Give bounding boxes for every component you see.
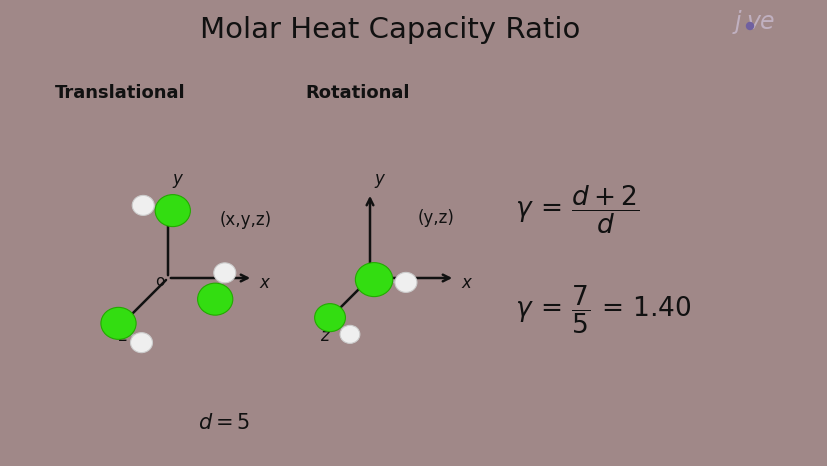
- Text: z: z: [320, 327, 328, 345]
- Text: x: x: [259, 274, 269, 292]
- Text: Rotational: Rotational: [304, 84, 409, 102]
- Text: y: y: [172, 170, 182, 188]
- Ellipse shape: [314, 304, 345, 332]
- Text: Translational: Translational: [55, 84, 185, 102]
- Text: (x,y,z): (x,y,z): [220, 211, 272, 229]
- Ellipse shape: [131, 333, 152, 353]
- Ellipse shape: [213, 263, 236, 283]
- Ellipse shape: [355, 263, 392, 296]
- Ellipse shape: [746, 22, 753, 29]
- Text: ve: ve: [745, 10, 773, 34]
- Ellipse shape: [155, 195, 190, 226]
- Text: $d = 5$: $d = 5$: [198, 413, 250, 433]
- Ellipse shape: [101, 308, 136, 339]
- Text: o: o: [356, 274, 366, 288]
- Ellipse shape: [132, 195, 154, 215]
- Ellipse shape: [394, 273, 417, 292]
- Ellipse shape: [198, 283, 232, 315]
- Text: x: x: [461, 274, 471, 292]
- Text: $\gamma\, =\, \dfrac{7}{5}\, =\, 1.40$: $\gamma\, =\, \dfrac{7}{5}\, =\, 1.40$: [514, 284, 691, 336]
- Text: Molar Heat Capacity Ratio: Molar Heat Capacity Ratio: [199, 16, 580, 44]
- Text: (y,z): (y,z): [418, 209, 454, 227]
- Ellipse shape: [340, 325, 360, 343]
- Text: z: z: [118, 327, 127, 345]
- Text: y: y: [374, 170, 384, 188]
- Text: j: j: [734, 10, 741, 34]
- Text: $\gamma\, =\, \dfrac{d + 2}{d}$: $\gamma\, =\, \dfrac{d + 2}{d}$: [514, 184, 638, 236]
- Text: o: o: [155, 274, 165, 288]
